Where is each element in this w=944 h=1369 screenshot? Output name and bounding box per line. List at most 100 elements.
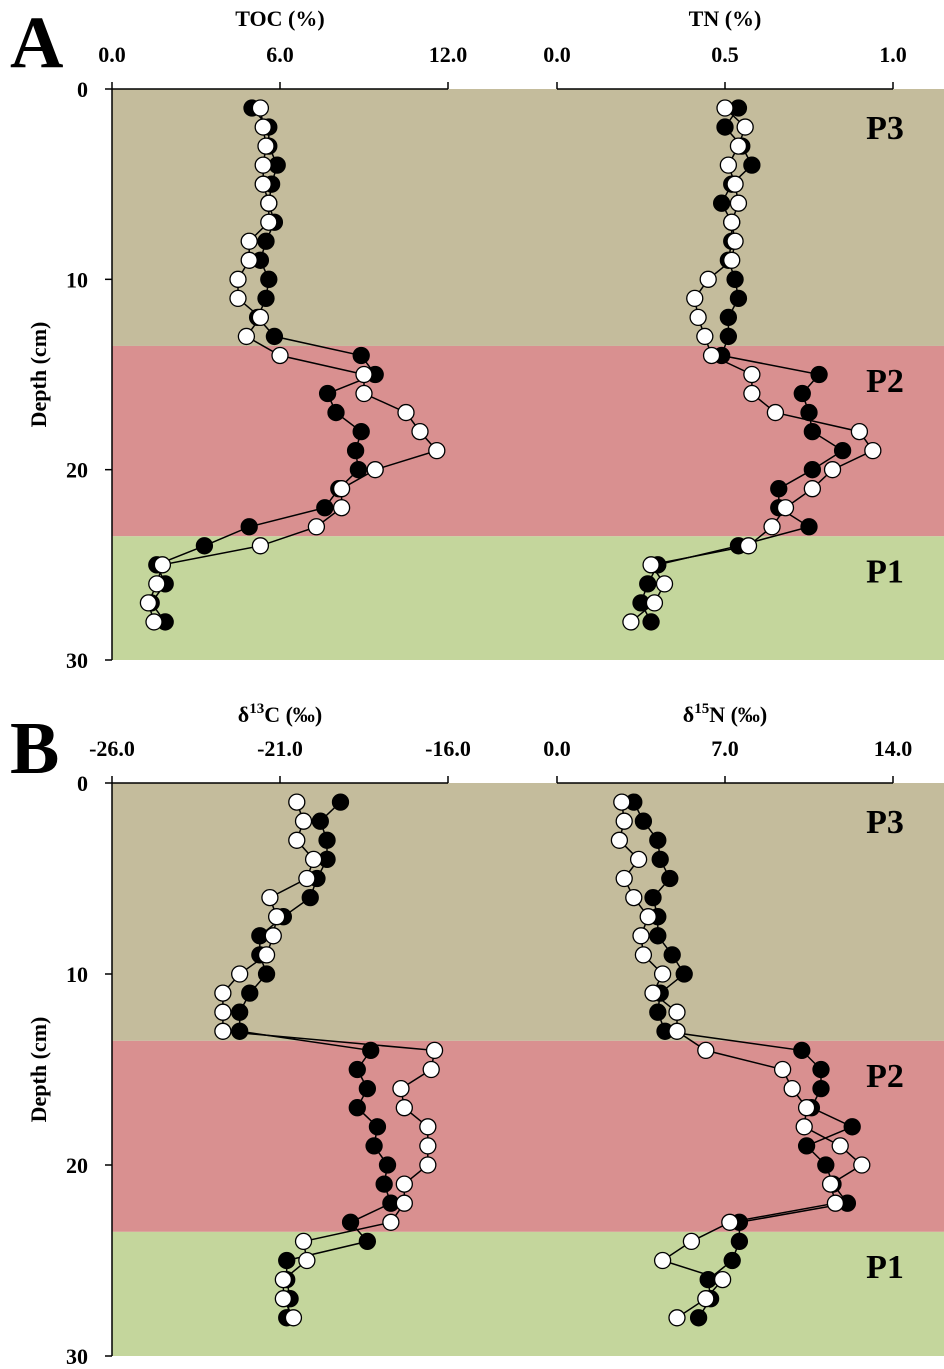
data-point-filled [316,499,334,517]
data-point-open [139,594,158,612]
data-point-open [773,1060,792,1079]
series-line-open [630,107,874,623]
data-point-filled [368,1118,387,1136]
data-point-open [304,850,323,869]
data-point-open [766,403,785,422]
x-tick-label: 1.0 [879,42,907,67]
data-point-open [642,556,660,574]
zone-label: P2 [866,1058,904,1095]
data-point-open [153,556,172,574]
series-line-open [147,107,439,623]
labels-layer: A P3 P2 P1 0 10 20 30 Depth (cm) 0.0 6.0 12.0 TOC (%… [10,2,912,1369]
data-point-open [629,850,648,869]
data-point-filled [649,927,667,945]
data-point-filled [810,365,828,384]
data-point-open [332,480,351,498]
data-point-open [231,965,249,983]
data-point-open [422,1060,440,1079]
panel-letter: A [10,2,63,84]
zone-band [112,1040,944,1232]
data-point-filled [817,1156,835,1174]
data-point-open [697,1041,715,1060]
data-point-open [726,232,744,250]
x-axis-title: TN (%) [689,6,762,31]
data-point-open [736,118,754,136]
series-line-open [222,801,436,1319]
data-point-filled [348,1099,366,1117]
data-point-open [145,613,163,631]
data-point-filled [241,984,259,1002]
data-point-open [382,1213,400,1231]
zone-band [112,1231,944,1356]
data-point-open [294,812,313,830]
data-point-filled [231,1022,249,1040]
data-point-open [743,365,761,384]
data-point-filled [257,289,275,308]
data-point-open [668,1022,686,1040]
data-point-filled [358,1232,377,1251]
y-tick-label: 0 [77,77,88,102]
data-point-filled [803,422,822,441]
x-tick-label: -26.0 [89,736,135,761]
data-point-open [713,1270,732,1289]
data-point-open [257,137,275,155]
data-point-filled [362,1041,380,1060]
zone-band [112,89,944,346]
x-axis-title: δ15N (‰) [683,701,767,727]
series-layer [139,99,882,1327]
data-point-open [850,422,869,441]
data-point-filled [346,441,365,460]
data-point-open [726,175,744,193]
data-point-open [395,1175,413,1193]
series-line-filled [150,107,377,623]
data-point-open [284,1309,303,1327]
y-tick-label: 10 [66,962,88,987]
data-point-open [251,308,270,327]
data-point-filled [793,384,811,403]
data-point-filled [331,793,350,811]
data-point-filled [843,1118,861,1136]
data-point-filled [726,270,744,288]
data-point-open [719,156,738,174]
data-point-open [831,1137,849,1155]
x-tick-label: 6.0 [266,42,294,67]
data-point-filled [812,1060,830,1079]
y-tick-label: 30 [66,1344,88,1369]
data-point-open [795,1118,813,1136]
data-point-open [699,270,717,288]
data-point-open [425,1041,444,1060]
data-point-open [823,461,842,479]
data-point-open [274,1290,293,1308]
data-point-open [864,441,882,460]
data-point-filled [341,1213,360,1231]
data-point-filled [743,156,761,174]
data-point-open [240,251,258,269]
data-point-open [723,251,741,269]
data-point-open [214,984,232,1002]
data-point-filled [257,965,276,983]
data-point-open [366,461,384,479]
data-point-filled [712,194,731,212]
data-point-open [214,1022,232,1040]
data-point-open [148,575,166,593]
data-point-open [428,441,446,460]
data-point-open [419,1156,437,1174]
data-point-open [254,118,272,136]
x-tick-label: 0.5 [711,42,739,67]
data-point-filled [723,1251,741,1270]
y-tick-label: 0 [77,771,88,796]
data-point-open [682,1232,701,1251]
data-point-filled [318,831,336,849]
x-tick-label: 0.0 [543,42,571,67]
data-point-open [419,1137,437,1155]
series-line-open [618,802,864,1319]
data-point-open [274,1270,293,1289]
data-point-filled [311,812,329,830]
data-point-open [639,908,657,926]
data-point-open [260,194,278,212]
data-point-open [257,946,276,964]
data-point-open [655,575,674,593]
data-point-open [634,946,653,964]
data-point-open [729,137,748,155]
